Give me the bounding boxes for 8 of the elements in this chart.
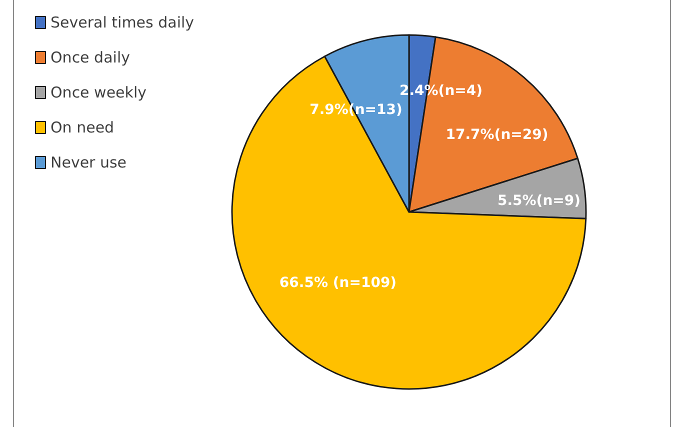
legend-label: Several times daily [50, 14, 194, 32]
data-label: 66.5% (n=109) [279, 275, 397, 291]
legend-label: On need [50, 118, 114, 136]
data-label: 5.5%(n=9) [497, 193, 581, 209]
data-label: 17.7%(n=29) [446, 127, 548, 143]
legend-label: Once daily [50, 48, 130, 66]
legend-label: Never use [50, 154, 127, 172]
legend-label: Once weekly [50, 84, 147, 102]
